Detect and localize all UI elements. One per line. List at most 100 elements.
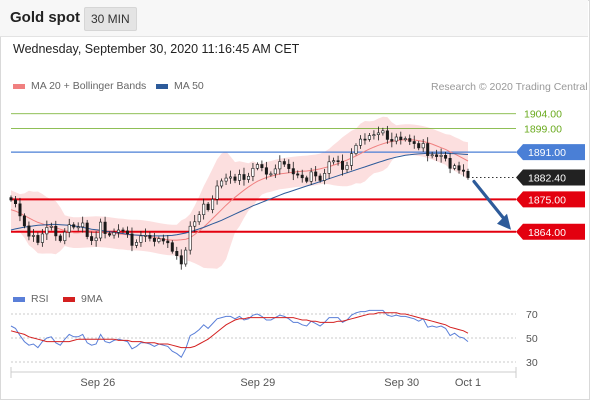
candle-body: [305, 177, 309, 182]
candle-body: [251, 168, 255, 177]
candle-body: [152, 238, 156, 242]
level-label-2: 1891.00: [516, 144, 585, 161]
candle-body: [354, 145, 358, 154]
candle-body: [390, 139, 394, 142]
candle-body: [403, 138, 407, 141]
candle-body: [22, 215, 26, 227]
candle-body: [135, 242, 139, 246]
forecast-arrow-layer: [472, 179, 511, 230]
legend-item-9ma: 9MA: [63, 293, 103, 305]
research-credit: Research © 2020 Trading Central: [431, 81, 588, 93]
candle-body: [130, 233, 134, 246]
candle-body: [143, 235, 147, 237]
candle-body: [58, 235, 62, 241]
candle-body: [314, 171, 318, 177]
candle-body: [345, 165, 349, 170]
candle-body: [278, 161, 282, 170]
candle-body: [27, 225, 31, 237]
candle-body: [112, 232, 116, 236]
candle-body: [36, 235, 40, 243]
legend-label-ma50: MA 50: [174, 80, 204, 92]
legend-swatch-rsi: [13, 296, 25, 302]
candle-body: [166, 240, 170, 244]
timeframe-button[interactable]: 30 MIN: [84, 7, 137, 31]
candle-body: [318, 175, 322, 181]
candle-body: [466, 171, 470, 178]
candle-body: [121, 229, 125, 232]
header-bar: Gold spot 30 MIN: [0, 0, 588, 37]
instrument-title: Gold spot: [10, 9, 80, 26]
candle-body: [461, 169, 465, 172]
candle-body: [188, 225, 192, 251]
candle-body: [103, 221, 107, 234]
candle-body: [99, 221, 103, 239]
level-text-4: 1875.00: [528, 194, 566, 206]
candle-body: [157, 238, 161, 242]
x-tick-label: Sep 26: [80, 377, 115, 389]
candle-body: [126, 230, 130, 235]
candle-body: [31, 235, 35, 237]
timestamp: Wednesday, September 30, 2020 11:16:45 A…: [13, 42, 300, 56]
price-level-labels: 1904.00 1899.00 1891.00 1882.40 1875.00 1864.…: [516, 109, 585, 240]
level-text-2: 1891.00: [528, 147, 566, 159]
candle-body: [269, 173, 273, 176]
legend-swatch-ma20: [13, 83, 25, 89]
candle-body: [238, 174, 242, 181]
candle-body: [220, 180, 224, 187]
candle-body: [430, 154, 434, 157]
bollinger-band: [11, 116, 468, 269]
level-text-5: 1864.00: [528, 227, 566, 239]
legend-swatch-9ma: [63, 296, 75, 302]
forecast-arrow-shaft: [472, 179, 506, 221]
candle-body: [309, 171, 313, 182]
legend-swatch-ma50: [156, 83, 168, 89]
candle-body: [426, 143, 430, 156]
level-tag-4: [516, 191, 585, 208]
candle-body: [242, 174, 246, 180]
candle-body: [63, 231, 67, 242]
level-label-4: 1875.00: [516, 191, 585, 208]
candle-body: [448, 158, 452, 169]
candle-body: [363, 138, 367, 141]
candle-body: [358, 138, 362, 146]
candle-body: [421, 143, 425, 149]
candle-body: [247, 176, 251, 180]
level-tag-2: [516, 144, 585, 161]
candle-body: [72, 224, 76, 228]
candle-body: [179, 255, 183, 265]
level-label-1: 1899.00: [524, 123, 562, 135]
candle-body: [18, 203, 22, 217]
candle-body: [67, 224, 71, 233]
level-tag-5: [516, 223, 585, 240]
candle-body: [40, 233, 44, 243]
level-label-5: 1864.00: [516, 223, 585, 240]
level-text-1: 1899.00: [524, 123, 562, 135]
candle-body: [457, 165, 461, 171]
candle-body: [206, 203, 210, 211]
candle-body: [94, 237, 98, 242]
candle-body: [394, 136, 398, 142]
rsi-tick-label: 30: [526, 357, 538, 369]
candle-body: [108, 233, 112, 236]
bollinger-band-layer: [11, 116, 468, 269]
forecast-arrow-head: [497, 213, 511, 230]
legend-item-ma50: MA 50: [156, 80, 204, 92]
candle-body: [81, 222, 85, 228]
price-level-lines: [11, 113, 516, 233]
candle-body: [215, 185, 219, 200]
candle-body: [184, 249, 188, 265]
candle-body: [349, 153, 353, 166]
candle-body: [9, 197, 13, 201]
rsi-9ma-line: [10, 312, 469, 349]
candle-body: [444, 155, 448, 159]
candle-body: [139, 235, 143, 243]
rsi-tick-label: 70: [526, 309, 538, 321]
candle-body: [264, 167, 268, 175]
candle-body: [296, 173, 300, 176]
candle-body: [439, 155, 443, 157]
level-label-3: 1882.40: [516, 169, 585, 186]
candle-body: [372, 134, 376, 136]
legend-label-rsi: RSI: [31, 293, 49, 305]
candle-body: [202, 203, 206, 216]
